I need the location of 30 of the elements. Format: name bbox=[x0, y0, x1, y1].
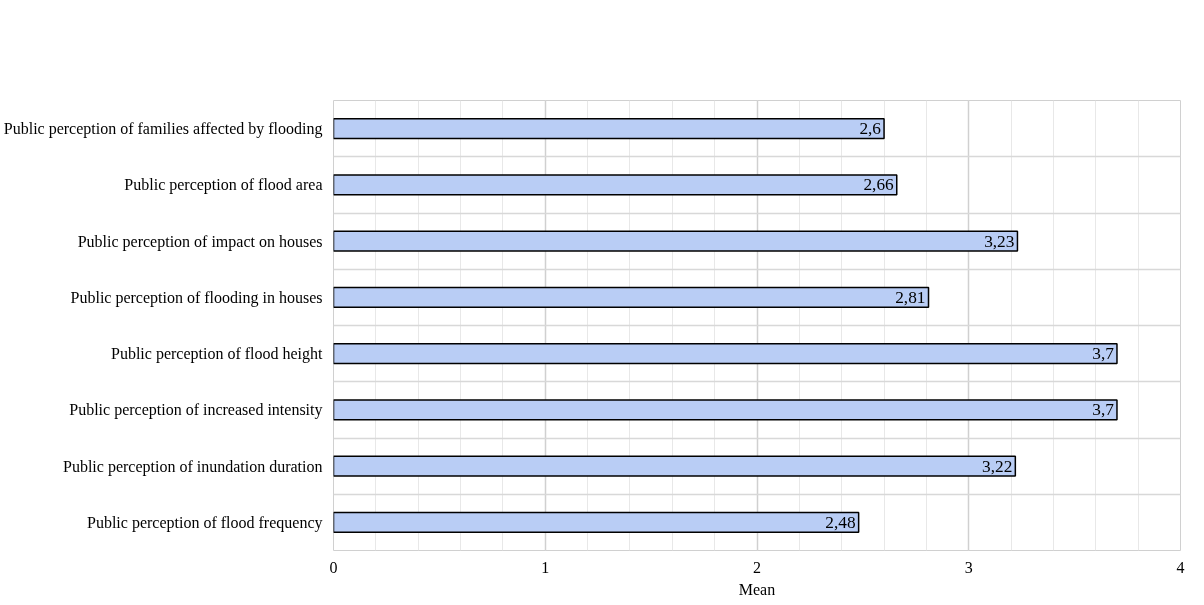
data-label: 2,48 bbox=[825, 512, 856, 532]
data-label: 3,7 bbox=[1092, 400, 1115, 420]
bar bbox=[333, 286, 930, 308]
data-label: 2,81 bbox=[895, 287, 926, 307]
y-tick-label: Public perception of flood area bbox=[124, 176, 323, 195]
y-tick-label: Public perception of impact on houses bbox=[77, 232, 323, 251]
data-label: 3,22 bbox=[982, 456, 1013, 476]
y-tick-label: Public perception of families affected by flooding bbox=[3, 120, 323, 139]
x-tick-label: 0 bbox=[329, 558, 338, 576]
bar bbox=[333, 343, 1118, 365]
x-tick-label: 4 bbox=[1176, 558, 1185, 576]
bar bbox=[333, 230, 1019, 252]
bar bbox=[333, 455, 1017, 477]
bar bbox=[333, 118, 885, 140]
y-tick-label: Public perception of inundation duration bbox=[63, 457, 323, 476]
x-tick-label: 1 bbox=[541, 558, 550, 576]
y-tick-label: Public perception of flood height bbox=[110, 345, 324, 364]
x-axis-title: Mean bbox=[738, 580, 776, 598]
data-label: 2,66 bbox=[863, 175, 895, 195]
data-label: 3,7 bbox=[1092, 344, 1115, 364]
y-tick-label: Public perception of increased intensity bbox=[69, 401, 323, 420]
data-label: 3,23 bbox=[984, 231, 1015, 251]
bar bbox=[333, 399, 1118, 421]
y-tick-label: Public perception of flooding in houses bbox=[70, 288, 323, 307]
x-tick-label: 2 bbox=[753, 558, 761, 576]
data-label: 2,6 bbox=[859, 119, 882, 139]
y-tick-label: Public perception of flood frequency bbox=[87, 513, 323, 532]
bar bbox=[333, 511, 860, 533]
bar bbox=[333, 174, 898, 196]
x-tick-label: 3 bbox=[964, 558, 973, 576]
